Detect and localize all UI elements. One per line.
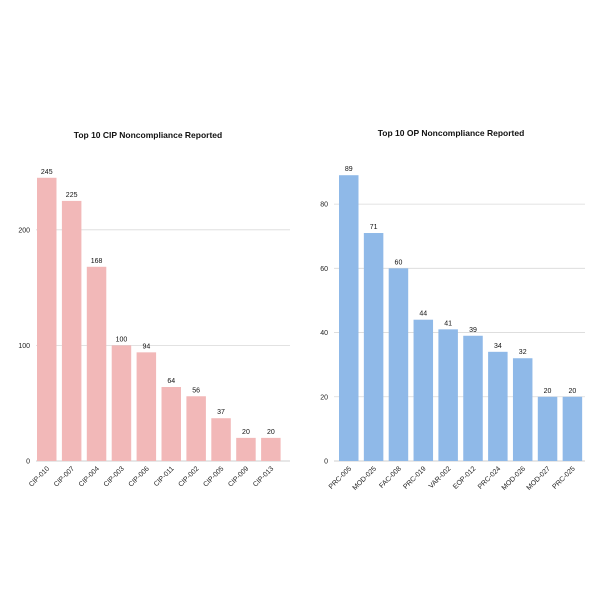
bar bbox=[61, 200, 82, 461]
category-label: VAR-002 bbox=[428, 465, 453, 490]
bar bbox=[438, 329, 458, 461]
data-label: 37 bbox=[217, 409, 225, 416]
bar bbox=[339, 175, 359, 461]
data-label: 71 bbox=[370, 224, 378, 231]
y-tick-label: 100 bbox=[18, 343, 30, 350]
bar bbox=[161, 387, 181, 461]
bar bbox=[37, 177, 57, 461]
data-label: 168 bbox=[91, 258, 103, 265]
bar bbox=[537, 396, 558, 461]
bar bbox=[363, 233, 384, 461]
bar bbox=[86, 266, 107, 461]
bar bbox=[186, 396, 206, 461]
category-label: PRC-019 bbox=[402, 465, 427, 490]
bar bbox=[236, 437, 256, 461]
data-label: 60 bbox=[395, 259, 403, 266]
cip-chart-title: Top 10 CIP Noncompliance Reported bbox=[74, 130, 222, 140]
data-label: 20 bbox=[267, 429, 275, 436]
y-tick-label: 20 bbox=[320, 394, 328, 401]
bar bbox=[388, 268, 409, 461]
data-label: 64 bbox=[167, 378, 175, 385]
y-tick-label: 0 bbox=[324, 459, 328, 466]
data-label: 94 bbox=[142, 343, 150, 350]
y-tick-label: 80 bbox=[320, 202, 328, 209]
data-label: 20 bbox=[242, 429, 250, 436]
category-label: MOD-027 bbox=[526, 465, 552, 491]
data-label: 89 bbox=[345, 166, 353, 173]
bar bbox=[463, 335, 483, 461]
category-label: EOP-012 bbox=[452, 465, 477, 490]
data-label: 56 bbox=[192, 387, 200, 394]
data-label: 34 bbox=[494, 343, 502, 350]
data-label: 245 bbox=[41, 169, 53, 176]
category-label: FAC-008 bbox=[378, 465, 403, 490]
data-label: 39 bbox=[469, 327, 477, 334]
data-label: 100 bbox=[116, 336, 128, 343]
bar bbox=[111, 345, 132, 461]
op-chart-title: Top 10 OP Noncompliance Reported bbox=[378, 128, 525, 138]
category-label: PRC-005 bbox=[328, 465, 353, 490]
bar bbox=[562, 396, 583, 461]
bar bbox=[488, 351, 508, 461]
y-tick-label: 40 bbox=[320, 330, 328, 337]
data-label: 225 bbox=[66, 192, 78, 199]
y-tick-label: 0 bbox=[26, 459, 30, 466]
bar bbox=[512, 358, 533, 461]
bar bbox=[211, 418, 231, 461]
bar bbox=[261, 437, 281, 461]
y-tick-label: 60 bbox=[320, 266, 328, 273]
category-label: PRC-025 bbox=[552, 465, 577, 490]
data-label: 32 bbox=[519, 349, 527, 356]
category-label: MOD-025 bbox=[352, 465, 378, 491]
bar bbox=[136, 352, 157, 461]
category-label: PRC-024 bbox=[477, 465, 502, 490]
y-tick-label: 200 bbox=[18, 227, 30, 234]
category-label: MOD-026 bbox=[501, 465, 527, 491]
data-label: 44 bbox=[419, 311, 427, 318]
data-label: 41 bbox=[444, 320, 452, 327]
data-label: 20 bbox=[569, 388, 577, 395]
bar bbox=[413, 319, 434, 461]
data-label: 20 bbox=[544, 388, 552, 395]
